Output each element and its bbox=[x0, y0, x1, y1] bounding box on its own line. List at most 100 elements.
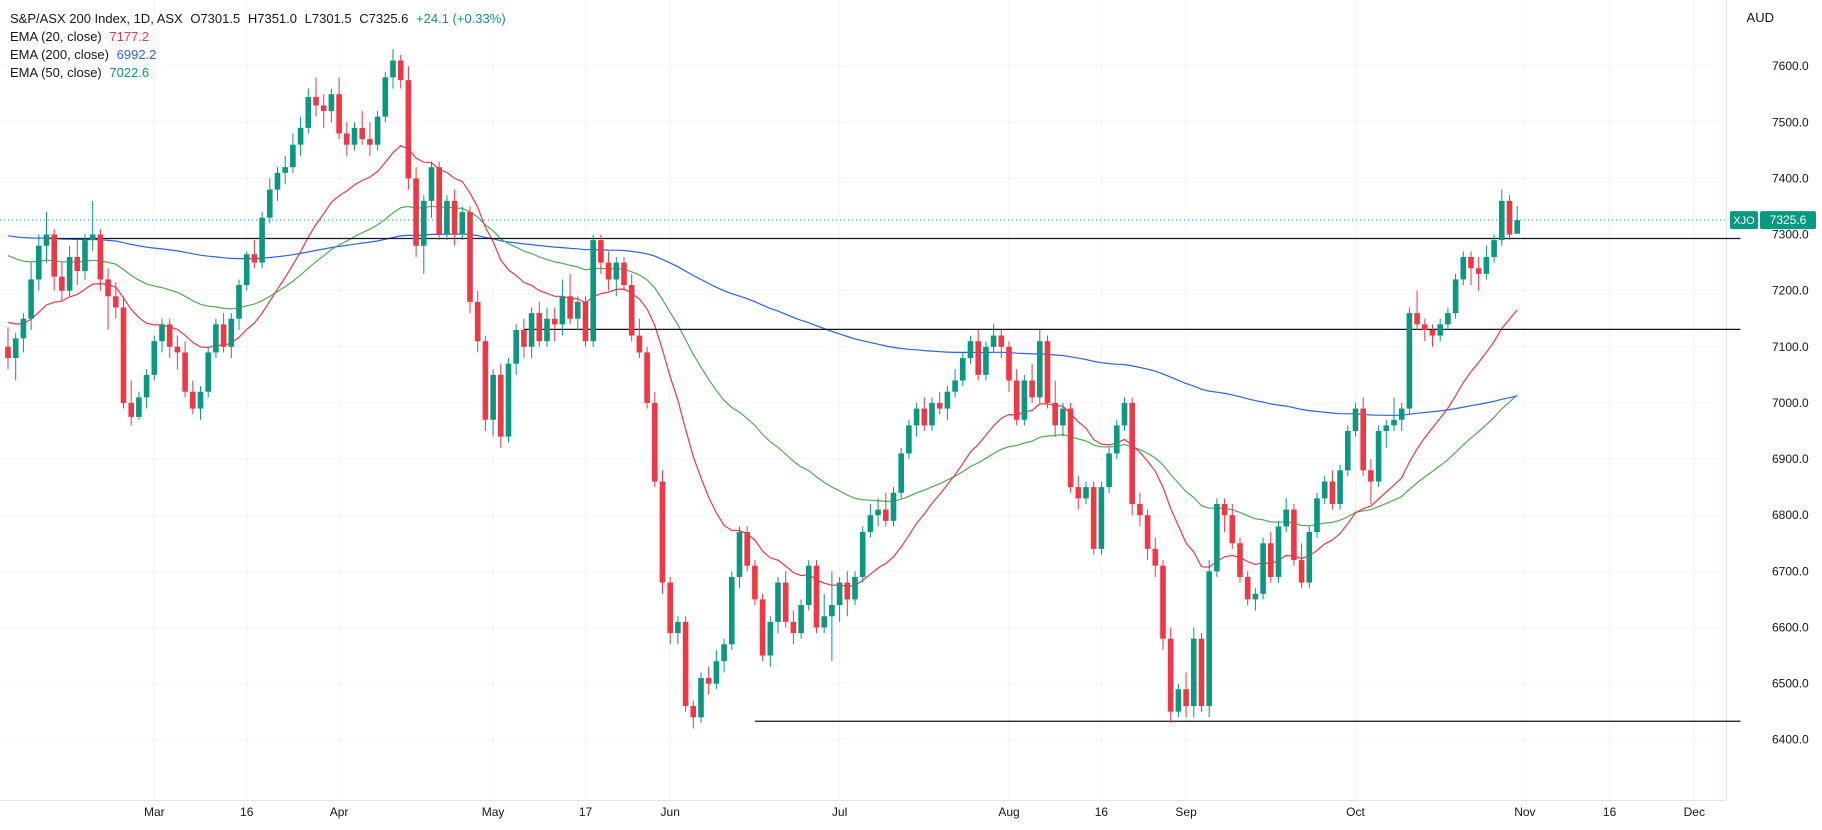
candle[interactable] bbox=[998, 329, 1005, 359]
candle[interactable] bbox=[467, 206, 473, 314]
candle[interactable] bbox=[120, 296, 127, 409]
candle[interactable] bbox=[405, 66, 412, 190]
ema20-legend[interactable]: EMA (20, close) 7177.2 bbox=[10, 28, 506, 46]
candle[interactable] bbox=[852, 571, 858, 606]
candle[interactable] bbox=[1306, 526, 1313, 589]
candle[interactable] bbox=[1013, 369, 1020, 426]
candle[interactable] bbox=[1029, 363, 1035, 403]
candle[interactable] bbox=[521, 318, 527, 359]
candle[interactable] bbox=[20, 313, 27, 353]
candle[interactable] bbox=[1429, 324, 1436, 347]
candle[interactable] bbox=[1060, 402, 1066, 437]
candle[interactable] bbox=[1506, 195, 1513, 241]
candle[interactable] bbox=[1329, 470, 1336, 510]
candle[interactable] bbox=[582, 296, 589, 347]
candle[interactable] bbox=[1006, 341, 1012, 392]
candle[interactable] bbox=[713, 649, 720, 690]
candle[interactable] bbox=[652, 391, 658, 488]
candle[interactable] bbox=[143, 369, 150, 409]
candle[interactable] bbox=[967, 335, 974, 364]
candle[interactable] bbox=[1468, 251, 1474, 286]
candle[interactable] bbox=[628, 273, 635, 342]
candle[interactable] bbox=[960, 352, 966, 387]
candle[interactable] bbox=[320, 94, 327, 128]
candle[interactable] bbox=[721, 638, 727, 673]
candle[interactable] bbox=[936, 391, 943, 415]
candle[interactable] bbox=[213, 318, 219, 359]
candle[interactable] bbox=[782, 571, 789, 628]
candle[interactable] bbox=[836, 576, 843, 622]
candle[interactable] bbox=[166, 318, 173, 359]
candle[interactable] bbox=[536, 301, 543, 347]
candle[interactable] bbox=[413, 167, 419, 257]
candle[interactable] bbox=[636, 318, 643, 359]
candle[interactable] bbox=[113, 282, 119, 319]
candle[interactable] bbox=[682, 616, 689, 712]
candle[interactable] bbox=[1445, 307, 1451, 330]
candle[interactable] bbox=[1075, 475, 1082, 510]
candle[interactable] bbox=[128, 380, 134, 426]
candle[interactable] bbox=[1352, 402, 1359, 437]
candle[interactable] bbox=[1260, 537, 1266, 600]
candle[interactable] bbox=[1175, 683, 1182, 718]
candle[interactable] bbox=[1167, 627, 1174, 723]
price-axis[interactable]: 6400.0 6500.0 6600.0 6700.0 6800.0 6900.0 7000… bbox=[1772, 59, 1809, 747]
candle[interactable] bbox=[1298, 543, 1305, 589]
candle[interactable] bbox=[1137, 492, 1143, 527]
candle[interactable] bbox=[1499, 189, 1505, 246]
candle[interactable] bbox=[559, 279, 566, 336]
candle[interactable] bbox=[1044, 335, 1051, 409]
plot-area[interactable] bbox=[0, 0, 1726, 800]
candle[interactable] bbox=[598, 234, 604, 274]
candle[interactable] bbox=[1345, 425, 1351, 476]
candle[interactable] bbox=[883, 492, 889, 527]
candle[interactable] bbox=[498, 363, 504, 448]
candle[interactable] bbox=[1152, 537, 1159, 577]
candle[interactable] bbox=[906, 419, 912, 460]
candle[interactable] bbox=[82, 234, 88, 280]
candle[interactable] bbox=[844, 571, 851, 617]
candle[interactable] bbox=[220, 313, 227, 353]
candle[interactable] bbox=[421, 195, 427, 274]
candle[interactable] bbox=[898, 447, 904, 499]
candle[interactable] bbox=[1368, 459, 1374, 504]
candle[interactable] bbox=[990, 324, 997, 353]
candle[interactable] bbox=[28, 262, 34, 330]
candle[interactable] bbox=[921, 397, 928, 432]
candle[interactable] bbox=[236, 279, 242, 330]
candle[interactable] bbox=[983, 341, 989, 381]
candle[interactable] bbox=[913, 402, 920, 437]
candle[interactable] bbox=[767, 616, 774, 667]
candle[interactable] bbox=[1229, 503, 1236, 549]
candle[interactable] bbox=[875, 498, 881, 527]
candle[interactable] bbox=[105, 268, 111, 330]
candle[interactable] bbox=[1422, 318, 1428, 342]
candle[interactable] bbox=[1337, 464, 1343, 510]
candle[interactable] bbox=[1283, 498, 1289, 533]
candle[interactable] bbox=[1067, 402, 1074, 493]
candle[interactable] bbox=[790, 610, 797, 645]
candle[interactable] bbox=[451, 189, 458, 246]
candle[interactable] bbox=[775, 576, 781, 634]
candle[interactable] bbox=[66, 245, 73, 297]
candle[interactable] bbox=[290, 133, 296, 173]
candle[interactable] bbox=[1314, 492, 1320, 538]
candle[interactable] bbox=[859, 526, 866, 583]
candle[interactable] bbox=[12, 332, 19, 381]
candle[interactable] bbox=[1129, 397, 1135, 516]
candle[interactable] bbox=[667, 576, 673, 645]
candle[interactable] bbox=[182, 341, 188, 398]
candle[interactable] bbox=[1383, 419, 1390, 448]
candle[interactable] bbox=[1090, 481, 1097, 555]
candle[interactable] bbox=[1360, 397, 1366, 476]
candle[interactable] bbox=[151, 335, 158, 381]
candle[interactable] bbox=[1083, 481, 1089, 504]
candle[interactable] bbox=[752, 560, 758, 606]
candle[interactable] bbox=[575, 296, 581, 330]
candle[interactable] bbox=[690, 700, 697, 729]
candle[interactable] bbox=[1414, 290, 1420, 330]
candle[interactable] bbox=[744, 526, 750, 572]
candle[interactable] bbox=[975, 329, 981, 381]
candle[interactable] bbox=[397, 54, 404, 89]
candle[interactable] bbox=[5, 327, 11, 370]
